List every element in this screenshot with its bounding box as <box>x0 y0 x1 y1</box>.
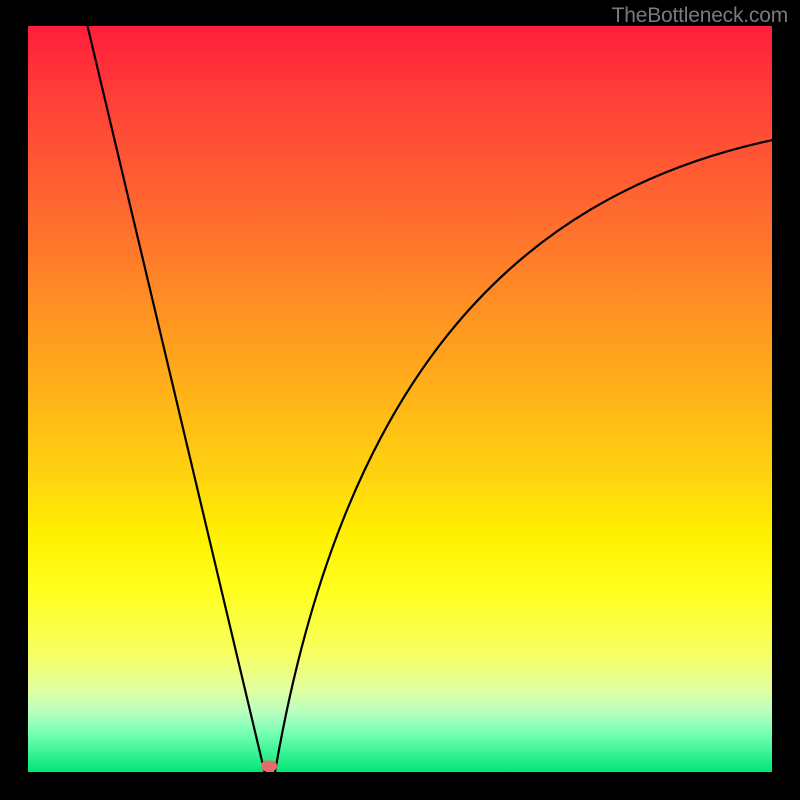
bottleneck-indicator <box>261 761 277 772</box>
watermark-text: TheBottleneck.com <box>612 4 788 28</box>
chart-plot-area <box>28 26 772 772</box>
curve-path <box>88 26 772 772</box>
chart-curve <box>28 26 772 772</box>
